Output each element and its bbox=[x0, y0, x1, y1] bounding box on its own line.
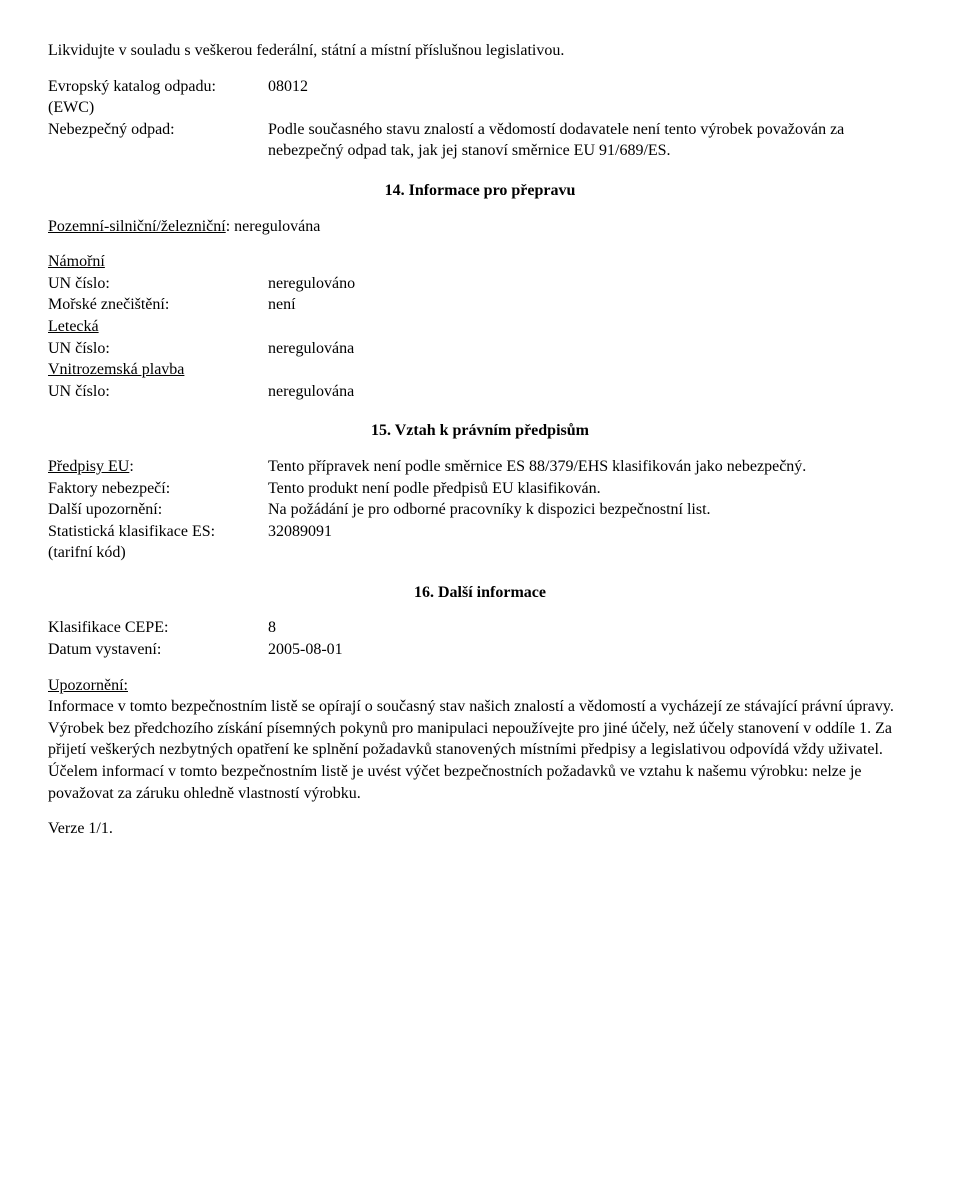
further-notice-label: Další upozornění: bbox=[48, 499, 268, 521]
stat-class-label: Statistická klasifikace ES: bbox=[48, 521, 268, 543]
inland-un-label: UN číslo: bbox=[48, 381, 268, 403]
notice-label: Upozornění: bbox=[48, 675, 912, 697]
further-info-block: Klasifikace CEPE: 8 Datum vystavení: 200… bbox=[48, 617, 912, 660]
further-notice-value: Na požádání je pro odborné pracovníky k … bbox=[268, 499, 912, 521]
intro-paragraph: Likvidujte v souladu s veškerou federáln… bbox=[48, 40, 912, 62]
catalog-label-1: Evropský katalog odpadu: bbox=[48, 76, 268, 98]
sea-heading: Námořní bbox=[48, 251, 912, 273]
catalog-block: Evropský katalog odpadu: 08012 (EWC) Neb… bbox=[48, 76, 912, 162]
cepe-row: Klasifikace CEPE: 8 bbox=[48, 617, 912, 639]
eu-regs-label: Předpisy EU: bbox=[48, 456, 268, 478]
catalog-value-1: 08012 bbox=[268, 76, 912, 98]
air-un-value: neregulována bbox=[268, 338, 912, 360]
sea-un-value: neregulováno bbox=[268, 273, 912, 295]
eu-regs-value: Tento přípravek není podle směrnice ES 8… bbox=[268, 456, 912, 478]
hazard-factors-label: Faktory nebezpečí: bbox=[48, 478, 268, 500]
air-heading: Letecká bbox=[48, 316, 912, 338]
issue-date-value: 2005-08-01 bbox=[268, 639, 912, 661]
catalog-row-2: Nebezpečný odpad: Podle současného stavu… bbox=[48, 119, 912, 162]
issue-date-row: Datum vystavení: 2005-08-01 bbox=[48, 639, 912, 661]
section-15-heading: 15. Vztah k právním předpisům bbox=[48, 420, 912, 442]
catalog-value-2: Podle současného stavu znalostí a vědomo… bbox=[268, 119, 912, 162]
air-un-row: UN číslo: neregulována bbox=[48, 338, 912, 360]
ground-value: : neregulována bbox=[226, 218, 321, 235]
section-14-heading: 14. Informace pro přepravu bbox=[48, 180, 912, 202]
stat-class-label-2: (tarifní kód) bbox=[48, 542, 268, 564]
transport-ground: Pozemní-silniční/železniční: neregulován… bbox=[48, 216, 912, 238]
eu-regs-label-text: Předpisy EU bbox=[48, 458, 129, 475]
version-footer: Verze 1/1. bbox=[48, 818, 912, 840]
regulations-block: Předpisy EU: Tento přípravek není podle … bbox=[48, 456, 912, 564]
inland-heading: Vnitrozemská plavba bbox=[48, 359, 912, 381]
section-16-heading: 16. Další informace bbox=[48, 582, 912, 604]
air-un-label: UN číslo: bbox=[48, 338, 268, 360]
sea-pollution-row: Mořské znečištění: není bbox=[48, 294, 912, 316]
eu-regs-row: Předpisy EU: Tento přípravek není podle … bbox=[48, 456, 912, 478]
inland-un-row: UN číslo: neregulována bbox=[48, 381, 912, 403]
stat-class-row: Statistická klasifikace ES: 32089091 bbox=[48, 521, 912, 543]
stat-class-row-2: (tarifní kód) bbox=[48, 542, 912, 564]
hazard-factors-row: Faktory nebezpečí: Tento produkt není po… bbox=[48, 478, 912, 500]
catalog-label-2: Nebezpečný odpad: bbox=[48, 119, 268, 162]
further-notice-row: Další upozornění: Na požádání je pro odb… bbox=[48, 499, 912, 521]
issue-date-label: Datum vystavení: bbox=[48, 639, 268, 661]
ground-label: Pozemní-silniční/železniční bbox=[48, 218, 226, 235]
cepe-label: Klasifikace CEPE: bbox=[48, 617, 268, 639]
catalog-label-1b: (EWC) bbox=[48, 97, 268, 119]
stat-class-value: 32089091 bbox=[268, 521, 912, 543]
hazard-factors-value: Tento produkt není podle předpisů EU kla… bbox=[268, 478, 912, 500]
notice-body: Informace v tomto bezpečnostním listě se… bbox=[48, 696, 912, 804]
sea-un-row: UN číslo: neregulováno bbox=[48, 273, 912, 295]
transport-sea: Námořní UN číslo: neregulováno Mořské zn… bbox=[48, 251, 912, 402]
inland-un-value: neregulována bbox=[268, 381, 912, 403]
cepe-value: 8 bbox=[268, 617, 912, 639]
sea-pollution-value: není bbox=[268, 294, 912, 316]
catalog-row-1: Evropský katalog odpadu: 08012 bbox=[48, 76, 912, 98]
sea-pollution-label: Mořské znečištění: bbox=[48, 294, 268, 316]
catalog-row-1b: (EWC) bbox=[48, 97, 912, 119]
sea-un-label: UN číslo: bbox=[48, 273, 268, 295]
notice-block: Upozornění: Informace v tomto bezpečnost… bbox=[48, 675, 912, 805]
